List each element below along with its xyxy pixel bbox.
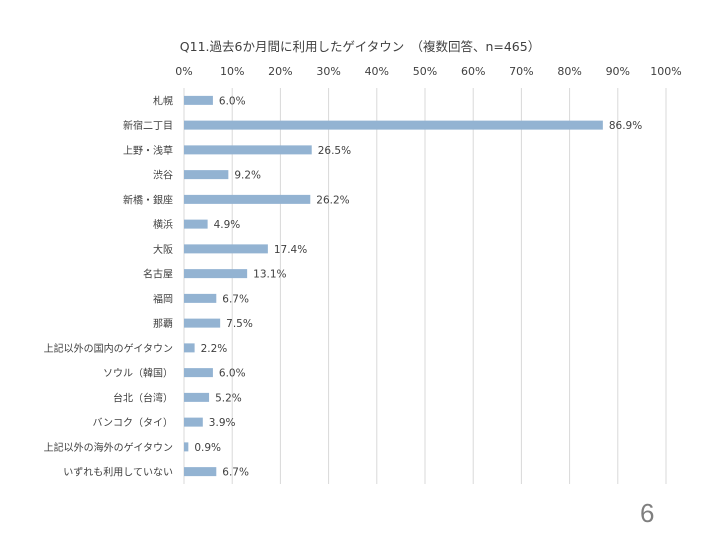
x-tick-label: 50% xyxy=(413,65,437,78)
gridlines xyxy=(183,88,667,484)
bar xyxy=(184,417,203,427)
x-tick-label: 90% xyxy=(606,65,630,78)
bar xyxy=(184,368,213,378)
category-label: 福岡 xyxy=(153,292,173,305)
data-label: 6.7% xyxy=(222,467,249,479)
data-label: 2.2% xyxy=(201,343,228,355)
bar xyxy=(184,269,248,279)
data-label: 6.7% xyxy=(222,293,249,305)
bar xyxy=(184,145,312,155)
bar xyxy=(184,318,221,328)
data-label: 7.5% xyxy=(226,318,253,330)
x-tick-label: 30% xyxy=(316,65,340,78)
x-tick-label: 70% xyxy=(509,65,533,78)
data-label: 9.2% xyxy=(234,170,261,182)
category-label: いずれも利用していない xyxy=(63,467,173,479)
category-label: 名古屋 xyxy=(143,268,173,281)
data-label: 6.0% xyxy=(219,368,246,380)
page-number: 6 xyxy=(640,498,655,528)
x-tick-label: 40% xyxy=(365,65,389,78)
category-label: 新宿二丁目 xyxy=(123,119,173,132)
category-label: 札幌 xyxy=(153,94,173,107)
data-label: 13.1% xyxy=(253,269,286,281)
bar xyxy=(184,194,311,204)
x-tick-label: 20% xyxy=(268,65,292,78)
category-label: 上野・浅草 xyxy=(123,144,173,157)
x-tick-label: 100% xyxy=(650,65,681,78)
category-label: 新橋・銀座 xyxy=(123,193,173,206)
category-label: 那覇 xyxy=(153,318,173,330)
chart-title: Q11.過去6か月間に利用したゲイタウン （複数回答、n=465） xyxy=(179,39,541,54)
category-label: 台北（台湾） xyxy=(113,391,173,404)
x-tick-label: 10% xyxy=(220,65,244,78)
data-label: 6.0% xyxy=(219,95,246,107)
x-tick-labels: 0% 10% 20% 30% 40% 50% 60% 70% 80% 90% 100% xyxy=(175,65,681,78)
bar xyxy=(184,95,213,105)
category-label: ソウル（韓国） xyxy=(103,368,173,380)
bars xyxy=(184,95,603,477)
x-tick-label: 80% xyxy=(557,65,581,78)
bar xyxy=(184,120,603,130)
category-labels: 札幌新宿二丁目上野・浅草渋谷新橋・銀座横浜大阪名古屋福岡那覇上記以外の国内のゲイ… xyxy=(44,94,173,478)
category-label: 上記以外の国内のゲイタウン xyxy=(44,342,173,355)
category-label: 大阪 xyxy=(153,243,173,256)
x-tick-label: 60% xyxy=(461,65,485,78)
category-label: 上記以外の海外のゲイタウン xyxy=(44,441,173,454)
category-label: 渋谷 xyxy=(153,169,173,182)
bar xyxy=(184,442,189,452)
data-label: 26.5% xyxy=(318,145,351,157)
bar xyxy=(184,343,195,353)
data-label: 5.2% xyxy=(215,392,242,404)
category-label: 横浜 xyxy=(153,218,173,231)
bar xyxy=(184,392,210,402)
bar xyxy=(184,170,229,180)
data-label: 3.9% xyxy=(209,417,236,429)
bar xyxy=(184,244,268,254)
data-label: 26.2% xyxy=(316,194,349,206)
x-tick-label: 0% xyxy=(175,65,192,78)
data-labels: 6.0% 86.9% 26.5% 9.2% 26.2% 4.9% 17.4% 13.1% 6.7… xyxy=(194,95,642,478)
data-label: 4.9% xyxy=(214,219,241,231)
bar xyxy=(184,219,208,229)
data-label: 0.9% xyxy=(194,442,221,454)
data-label: 86.9% xyxy=(609,120,642,132)
bar xyxy=(184,467,217,477)
data-label: 17.4% xyxy=(274,244,307,256)
category-label: バンコク（タイ） xyxy=(93,417,174,429)
bar xyxy=(184,293,217,303)
